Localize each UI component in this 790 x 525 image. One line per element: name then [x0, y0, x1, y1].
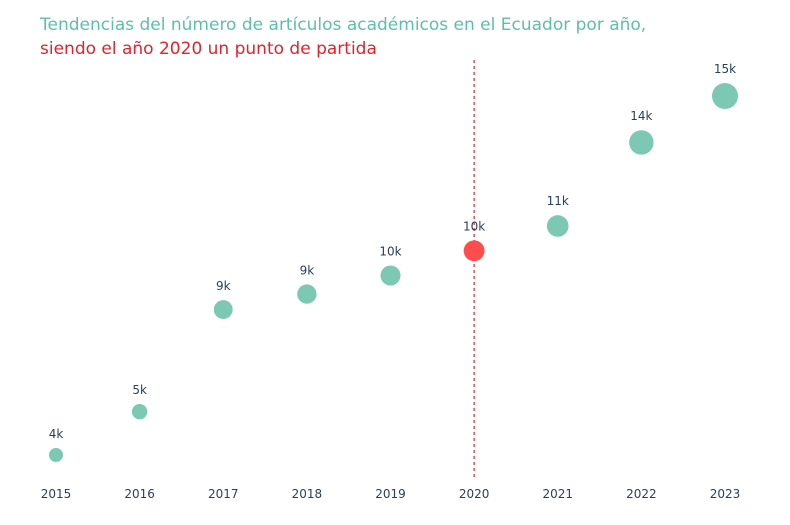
- x-tick-2020: 2020: [459, 487, 490, 501]
- data-point-2015[interactable]: [49, 448, 63, 462]
- data-point-2016[interactable]: [131, 403, 148, 420]
- x-tick-2023: 2023: [710, 487, 741, 501]
- data-label-2015: 4k: [49, 427, 64, 441]
- data-point-2017[interactable]: [213, 300, 233, 319]
- data-point-2022[interactable]: [629, 130, 654, 155]
- data-point-2018[interactable]: [297, 284, 317, 304]
- data-label-2019: 10k: [379, 245, 401, 259]
- data-label-2018: 9k: [300, 263, 315, 277]
- data-point-2023[interactable]: [712, 83, 738, 109]
- data-label-2020: 10k: [463, 219, 485, 233]
- x-tick-2018: 2018: [292, 487, 323, 501]
- data-point-2019[interactable]: [380, 265, 401, 286]
- x-tick-2016: 2016: [124, 487, 155, 501]
- x-tick-2017: 2017: [208, 487, 239, 501]
- data-point-2021[interactable]: [546, 215, 569, 237]
- chart-title: Tendencias del número de artículos acadé…: [40, 13, 646, 61]
- chart-title-line1: Tendencias del número de artículos acadé…: [40, 15, 647, 35]
- data-label-2016: 5k: [132, 383, 147, 397]
- x-tick-2019: 2019: [375, 487, 406, 501]
- data-label-2022: 14k: [630, 109, 652, 123]
- data-label-2023: 15k: [714, 62, 736, 76]
- chart-title-line2: siendo el año 2020 un punto de partida: [40, 39, 377, 59]
- x-tick-2015: 2015: [41, 487, 72, 501]
- data-label-2017: 9k: [216, 279, 231, 293]
- x-tick-2021: 2021: [542, 487, 573, 501]
- data-point-2020[interactable]: [463, 240, 485, 262]
- x-tick-2022: 2022: [626, 487, 657, 501]
- data-label-2021: 11k: [547, 194, 569, 208]
